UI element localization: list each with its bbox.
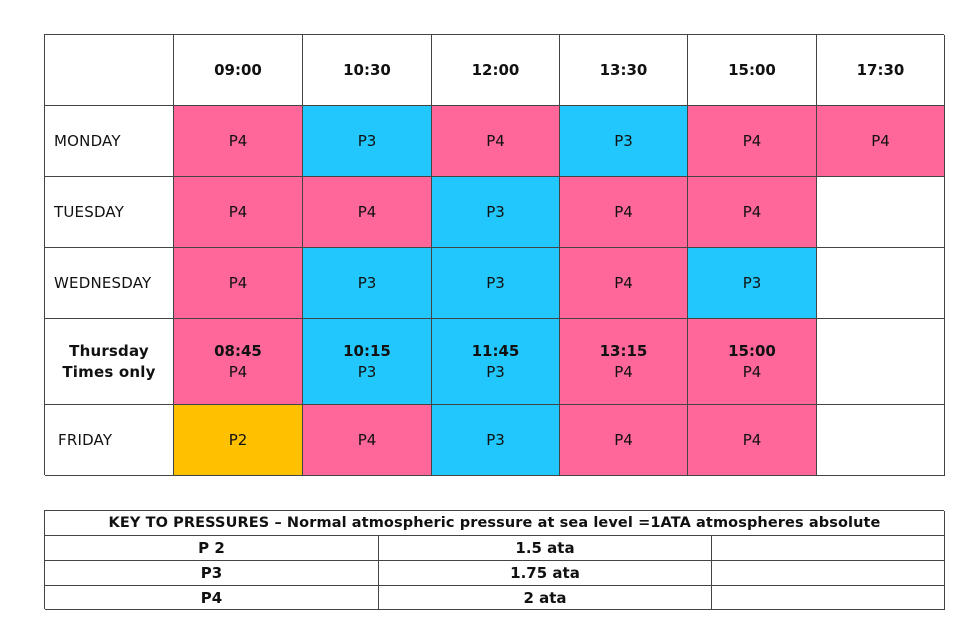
session-cell: 08:45 P4 xyxy=(174,319,303,405)
pressure-label: P4 xyxy=(228,362,248,381)
time-header-0900: 09:00 xyxy=(174,35,303,106)
pressure-label: P3 xyxy=(486,362,505,381)
pressure-label: P4 xyxy=(357,430,377,449)
empty-session-cell xyxy=(817,248,945,319)
pressure-label: P3 xyxy=(357,273,377,292)
pressure-label: P4 xyxy=(228,131,248,150)
key-value-p4: 2 ata xyxy=(379,586,712,610)
session-cell: P3 xyxy=(303,248,432,319)
pressure-label: P4 xyxy=(742,131,762,150)
session-cell: P4 xyxy=(688,177,817,248)
time-header-1200: 12:00 xyxy=(432,35,560,106)
time-header-1500: 15:00 xyxy=(688,35,817,106)
pressure-label: P4 xyxy=(486,131,505,150)
pressure-label: P3 xyxy=(486,430,505,449)
time-header-1330: 13:30 xyxy=(560,35,688,106)
session-cell: P3 xyxy=(432,405,560,476)
pressure-label: P4 xyxy=(742,202,762,221)
session-cell: P3 xyxy=(560,106,688,177)
empty-session-cell xyxy=(817,177,945,248)
session-time: 15:00 xyxy=(728,341,776,360)
pressure-label: P4 xyxy=(357,202,377,221)
day-label-line1: Thursday xyxy=(69,341,149,360)
key-swatch-p2 xyxy=(712,536,945,561)
session-time: 08:45 xyxy=(214,341,262,360)
pressure-label: P3 xyxy=(614,131,633,150)
key-title: KEY TO PRESSURES – Normal atmospheric pr… xyxy=(45,511,945,536)
time-header-1730: 17:30 xyxy=(817,35,945,106)
session-cell: P4 xyxy=(303,177,432,248)
pressure-label: P4 xyxy=(742,430,762,449)
pressure-label: P3 xyxy=(486,202,505,221)
session-cell: P4 xyxy=(817,106,945,177)
session-time: 13:15 xyxy=(599,341,648,360)
day-label-thursday: Thursday Times only xyxy=(45,319,174,405)
empty-session-cell xyxy=(817,319,945,405)
pressure-label: P3 xyxy=(357,131,377,150)
session-cell: P4 xyxy=(303,405,432,476)
pressure-label: P3 xyxy=(486,273,505,292)
pressure-label: P2 xyxy=(228,430,248,449)
pressure-label: P4 xyxy=(228,273,248,292)
session-cell: 13:15 P4 xyxy=(560,319,688,405)
session-cell: P3 xyxy=(688,248,817,319)
session-time: 10:15 xyxy=(343,341,391,360)
session-cell: P4 xyxy=(560,405,688,476)
session-cell: P4 xyxy=(688,106,817,177)
day-label-monday: MONDAY xyxy=(45,106,174,177)
session-cell: P4 xyxy=(432,106,560,177)
key-value-p3: 1.75 ata xyxy=(379,561,712,586)
session-cell: P4 xyxy=(174,106,303,177)
key-label-p3: P3 xyxy=(45,561,379,586)
session-cell: P3 xyxy=(432,177,560,248)
pressure-label: P4 xyxy=(614,273,633,292)
pressure-label: P4 xyxy=(614,362,633,381)
pressure-label: P4 xyxy=(228,202,248,221)
session-cell: 11:45 P3 xyxy=(432,319,560,405)
session-cell: 15:00 P4 xyxy=(688,319,817,405)
session-cell: P4 xyxy=(560,177,688,248)
pressure-label: P3 xyxy=(357,362,377,381)
session-cell: P4 xyxy=(688,405,817,476)
key-label-p2: P 2 xyxy=(45,536,379,561)
session-cell: P4 xyxy=(174,177,303,248)
key-swatch-p4 xyxy=(712,586,945,610)
day-label-wednesday: WEDNESDAY xyxy=(45,248,174,319)
day-label-tuesday: TUESDAY xyxy=(45,177,174,248)
session-cell: 10:15 P3 xyxy=(303,319,432,405)
session-time: 11:45 xyxy=(471,341,520,360)
session-cell: P3 xyxy=(303,106,432,177)
pressure-label: P3 xyxy=(742,273,762,292)
pressure-label: P4 xyxy=(614,430,633,449)
pressure-label: P4 xyxy=(614,202,633,221)
key-swatch-p3 xyxy=(712,561,945,586)
session-cell: P2 xyxy=(174,405,303,476)
empty-session-cell xyxy=(817,405,945,476)
session-schedule-table: 09:00 10:30 12:00 13:30 15:00 17:30 MOND… xyxy=(44,34,945,476)
time-header-1030: 10:30 xyxy=(303,35,432,106)
corner-cell xyxy=(45,35,174,106)
day-label-line2: Times only xyxy=(62,362,156,381)
session-cell: P3 xyxy=(432,248,560,319)
key-value-p2: 1.5 ata xyxy=(379,536,712,561)
session-cell: P4 xyxy=(560,248,688,319)
key-label-p4: P4 xyxy=(45,586,379,610)
session-cell: P4 xyxy=(174,248,303,319)
pressure-key-table: KEY TO PRESSURES – Normal atmospheric pr… xyxy=(44,510,945,610)
day-label-friday: FRIDAY xyxy=(45,405,174,476)
pressure-label: P4 xyxy=(871,131,890,150)
pressure-label: P4 xyxy=(742,362,762,381)
